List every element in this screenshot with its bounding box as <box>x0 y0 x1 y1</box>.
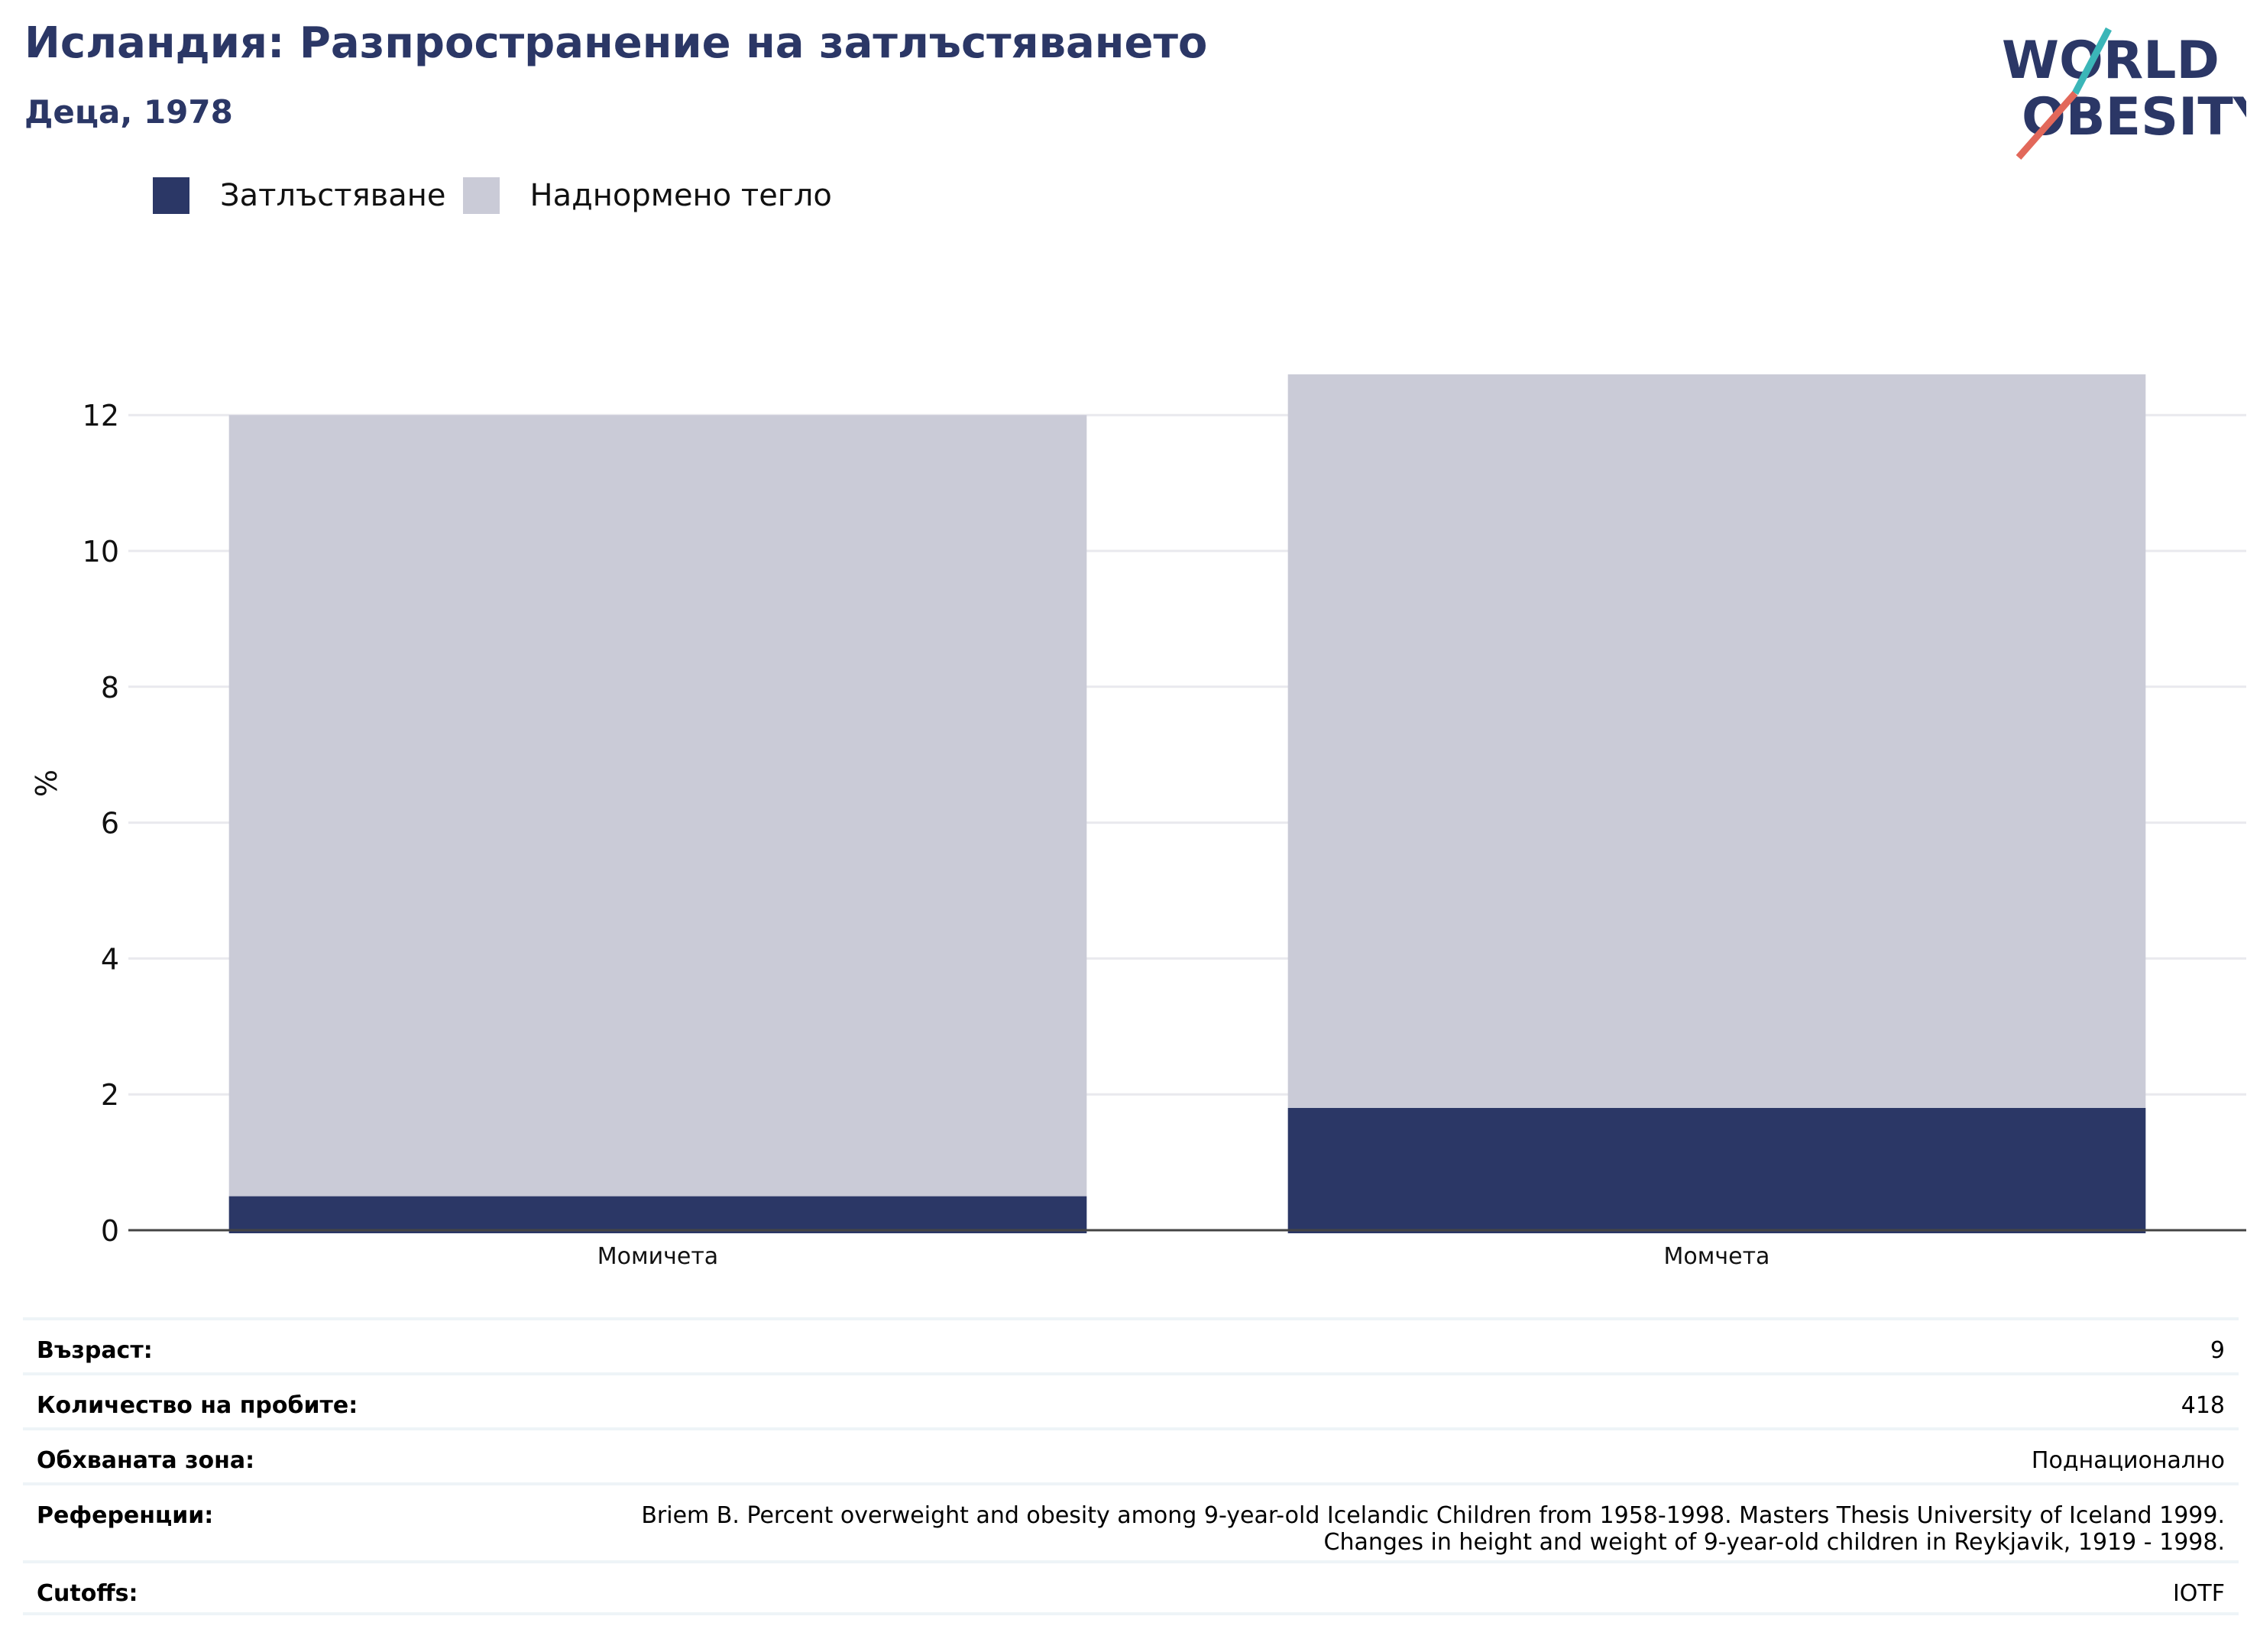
y-tick-label-10: 10 <box>83 535 119 568</box>
legend: Затлъстяване Наднормено тегло <box>153 177 849 214</box>
bar-obesity-1 <box>1287 1107 2146 1233</box>
legend-item-obesity[interactable]: Затлъстяване <box>153 177 446 214</box>
y-tick-label-6: 6 <box>101 807 119 841</box>
legend-swatch-overweight <box>462 177 500 214</box>
info-key-sample-size: Количество на пробите: <box>37 1392 358 1419</box>
x-tick-label-1: Момчета <box>1664 1243 1770 1270</box>
legend-label-obesity: Затлъстяване <box>220 178 446 213</box>
stacked-bar-chart: 0 2 4 6 8 10 12% Момичета Момчета <box>30 374 2246 1270</box>
world-obesity-logo: WORLD OBESITY <box>2002 27 2246 160</box>
logo-teal-slash <box>2072 27 2112 96</box>
y-tick-label-12: 12 <box>83 399 119 432</box>
info-row-cutoffs: Cutoffs: IOTF <box>23 1560 2239 1615</box>
info-value-sample-size: 418 <box>2181 1392 2225 1419</box>
info-key-cutoffs: Cutoffs: <box>37 1580 138 1607</box>
y-tick-label-4: 4 <box>101 942 119 976</box>
info-value-age: 9 <box>2210 1337 2225 1364</box>
info-row-sample-size: Количество на пробите: 418 <box>23 1372 2239 1427</box>
chart-subtitle: Деца, 1978 <box>24 93 233 131</box>
y-tick-label-8: 8 <box>101 671 119 705</box>
bar-overweight-0 <box>228 415 1087 1197</box>
y-tick-label-0: 0 <box>101 1214 119 1248</box>
info-row-area: Обхваната зона: Поднационално <box>23 1427 2239 1482</box>
bar-obesity-0 <box>228 1196 1087 1233</box>
info-key-age: Възраст: <box>37 1337 153 1364</box>
logo-word-2: OBESITY <box>2022 87 2246 147</box>
bar-overweight-1 <box>1287 374 2146 1108</box>
x-tick-label-0: Момичета <box>597 1243 718 1270</box>
logo-coral-slash <box>2016 91 2078 160</box>
info-value-references: Briem B. Percent overweight and obesity … <box>641 1502 2225 1556</box>
info-key-references: Референции: <box>37 1502 214 1529</box>
info-value-cutoffs: IOTF <box>2172 1580 2225 1607</box>
logo-word-1: WORLD <box>2002 31 2220 91</box>
chart-title: Исландия: Разпространение на затлъстяван… <box>24 18 1208 68</box>
info-value-area: Поднационално <box>2031 1447 2225 1474</box>
info-key-area: Обхваната зона: <box>37 1447 255 1474</box>
legend-label-overweight: Наднормено тегло <box>529 178 832 213</box>
info-row-age: Възраст: 9 <box>23 1317 2239 1372</box>
legend-swatch-obesity <box>153 177 189 214</box>
info-table: Възраст: 9 Количество на пробите: 418 Об… <box>23 1317 2239 1615</box>
y-axis-label: % <box>30 769 63 797</box>
y-tick-label-2: 2 <box>101 1078 119 1112</box>
legend-item-overweight[interactable]: Наднормено тегло <box>462 177 832 214</box>
info-row-references: Референции: Briem B. Percent overweight … <box>23 1482 2239 1560</box>
